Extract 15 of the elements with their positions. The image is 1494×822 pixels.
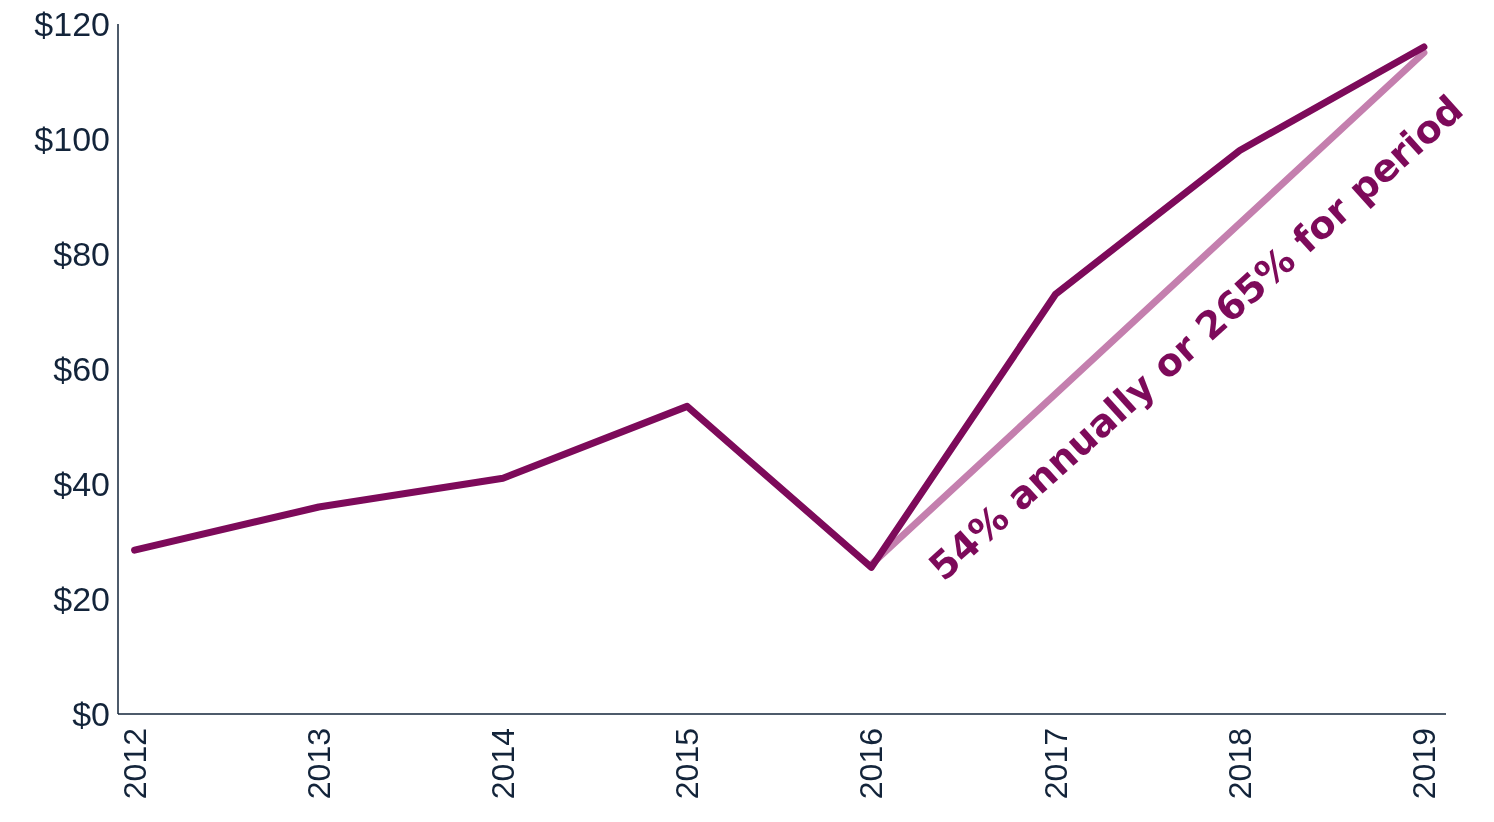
y-tick-label: $120 — [34, 5, 110, 44]
x-tick-label: 2015 — [669, 728, 706, 800]
y-tick-label: $0 — [72, 695, 110, 734]
y-tick-label: $20 — [53, 580, 110, 619]
x-tick-label: 2016 — [853, 728, 890, 800]
x-tick-label: 2018 — [1221, 728, 1258, 800]
x-tick-label: 2014 — [484, 728, 521, 800]
y-tick-label: $60 — [53, 350, 110, 389]
y-tick-label: $40 — [53, 465, 110, 504]
y-tick-label: $80 — [53, 235, 110, 274]
y-tick-label: $100 — [34, 120, 110, 159]
x-tick-label: 2017 — [1037, 728, 1074, 800]
x-tick-label: 2019 — [1405, 728, 1442, 800]
x-tick-label: 2012 — [116, 728, 153, 800]
x-tick-label: 2013 — [300, 728, 337, 800]
